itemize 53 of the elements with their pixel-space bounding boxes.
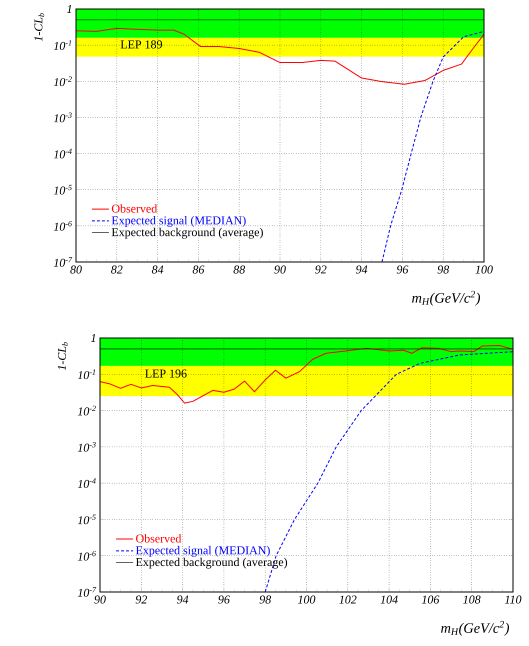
y-tick-label: 1: [90, 334, 96, 342]
line-series: [382, 30, 484, 262]
x-tick-label: 100: [298, 596, 316, 604]
annotation: LEP 189: [120, 40, 162, 48]
y-tick-label: 10$^{-1}$: [78, 369, 96, 380]
annotation: LEP 196: [145, 370, 187, 378]
y-axis-title: 1-CL$_{b}$: [58, 342, 68, 370]
y-tick-label: 10$^{-4}$: [54, 148, 72, 158]
x-tick-label: 84: [152, 266, 164, 274]
y-tick-label: 10$^{-3}$: [78, 442, 96, 452]
legend-label: Expected background (average): [112, 228, 263, 239]
line-series: [100, 345, 514, 404]
legend-label: Expected signal (MEDIAN): [112, 216, 246, 227]
x-tick-label: 82: [111, 266, 123, 274]
y-tick-label: 10$^{-5}$: [78, 514, 96, 524]
x-tick-label: 96: [396, 266, 408, 274]
y-tick-label: 10$^{-3}$: [54, 112, 72, 122]
x-tick-label: 80: [70, 266, 82, 274]
y-tick-label: 10$^{-6}$: [54, 220, 72, 231]
x-tick-label: 94: [356, 266, 368, 274]
y-tick-label: 10$^{-7}$: [54, 257, 72, 267]
x-tick-label: 102: [339, 596, 357, 604]
x-tick-label: 90: [274, 266, 286, 274]
x-tick-label: 92: [136, 596, 148, 604]
y-tick-label: 10$^{-6}$: [78, 550, 96, 561]
y-tick-label: 10$^{-4}$: [78, 478, 96, 488]
y-tick-label: 10$^{-7}$: [78, 587, 96, 597]
y-tick-label: 1: [66, 5, 72, 13]
x-tick-label: 94: [176, 596, 188, 604]
x-tick-label: 104: [380, 596, 398, 604]
y-axis-title: 1-CL$_{b}$: [34, 13, 44, 42]
x-tick-label: 100: [475, 266, 493, 274]
legend-label: Observed: [112, 204, 158, 213]
x-axis-title: m$_{H}$(GeV/c$^{2}$): [412, 290, 480, 306]
legend-label: Expected signal (MEDIAN): [136, 546, 270, 557]
x-tick-label: 110: [504, 596, 522, 604]
legend-label: Observed: [136, 534, 182, 543]
x-tick-label: 108: [463, 596, 481, 604]
line-series: [76, 28, 484, 85]
y-tick-label: 10$^{-1}$: [54, 40, 72, 50]
x-axis-title: m$_{H}$(GeV/c$^{2}$): [441, 620, 510, 636]
x-tick-label: 90: [94, 596, 106, 604]
x-tick-label: 98: [438, 266, 450, 274]
x-tick-label: 86: [192, 266, 204, 274]
y-tick-label: 10$^{-5}$: [54, 184, 72, 195]
x-tick-label: 96: [218, 596, 230, 604]
x-tick-label: 106: [422, 596, 440, 604]
y-tick-label: 10$^{-2}$: [54, 76, 72, 86]
x-tick-label: 92: [315, 266, 327, 274]
y-tick-label: 10$^{-2}$: [78, 406, 96, 416]
legend-label: Expected background (average): [136, 558, 288, 569]
x-tick-label: 98: [260, 596, 272, 604]
x-tick-label: 88: [233, 266, 246, 274]
